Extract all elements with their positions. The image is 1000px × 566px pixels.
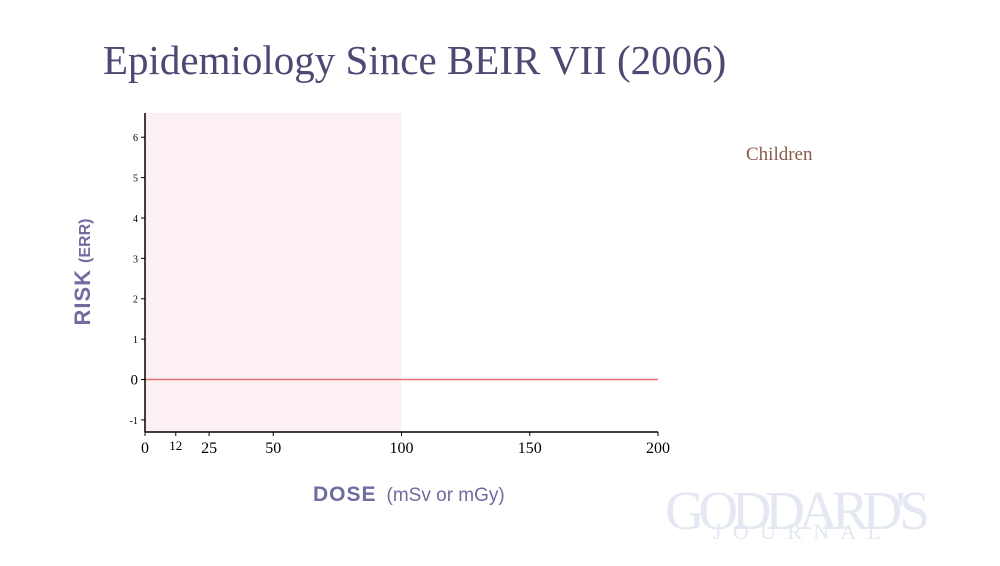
x-tick-label: 150 xyxy=(518,440,542,457)
shaded-low-dose-region xyxy=(145,113,402,432)
y-tick-label: 4 xyxy=(133,214,138,225)
watermark-logo: GODDARD'S JOURNAL xyxy=(665,483,930,543)
x-axis-label: DOSE (mSv or mGy) xyxy=(313,483,505,507)
x-tick-label: 200 xyxy=(646,440,670,457)
x-tick-label: 100 xyxy=(390,440,414,457)
y-tick-label: 2 xyxy=(133,295,138,306)
x-axis-subtitle: (mSv or mGy) xyxy=(386,485,505,506)
slide-title: Epidemiology Since BEIR VII (2006) xyxy=(103,37,727,83)
x-tick-label: 12 xyxy=(169,438,182,453)
watermark-line1: GODDARD'S xyxy=(665,483,930,541)
x-axis-title: DOSE xyxy=(313,483,377,506)
y-tick-label: 0 xyxy=(131,373,139,389)
x-tick-label: 50 xyxy=(265,440,281,457)
y-tick-label: 3 xyxy=(133,254,138,265)
x-tick-label: 25 xyxy=(201,440,217,457)
legend-label-children: Children xyxy=(746,144,813,165)
y-tick-label: -1 xyxy=(130,416,138,427)
x-tick-label: 0 xyxy=(141,440,149,457)
y-tick-label: 1 xyxy=(133,335,138,346)
y-tick-label: 6 xyxy=(133,133,138,144)
y-tick-label: 5 xyxy=(133,174,138,185)
watermark-line2: JOURNAL xyxy=(713,519,881,543)
